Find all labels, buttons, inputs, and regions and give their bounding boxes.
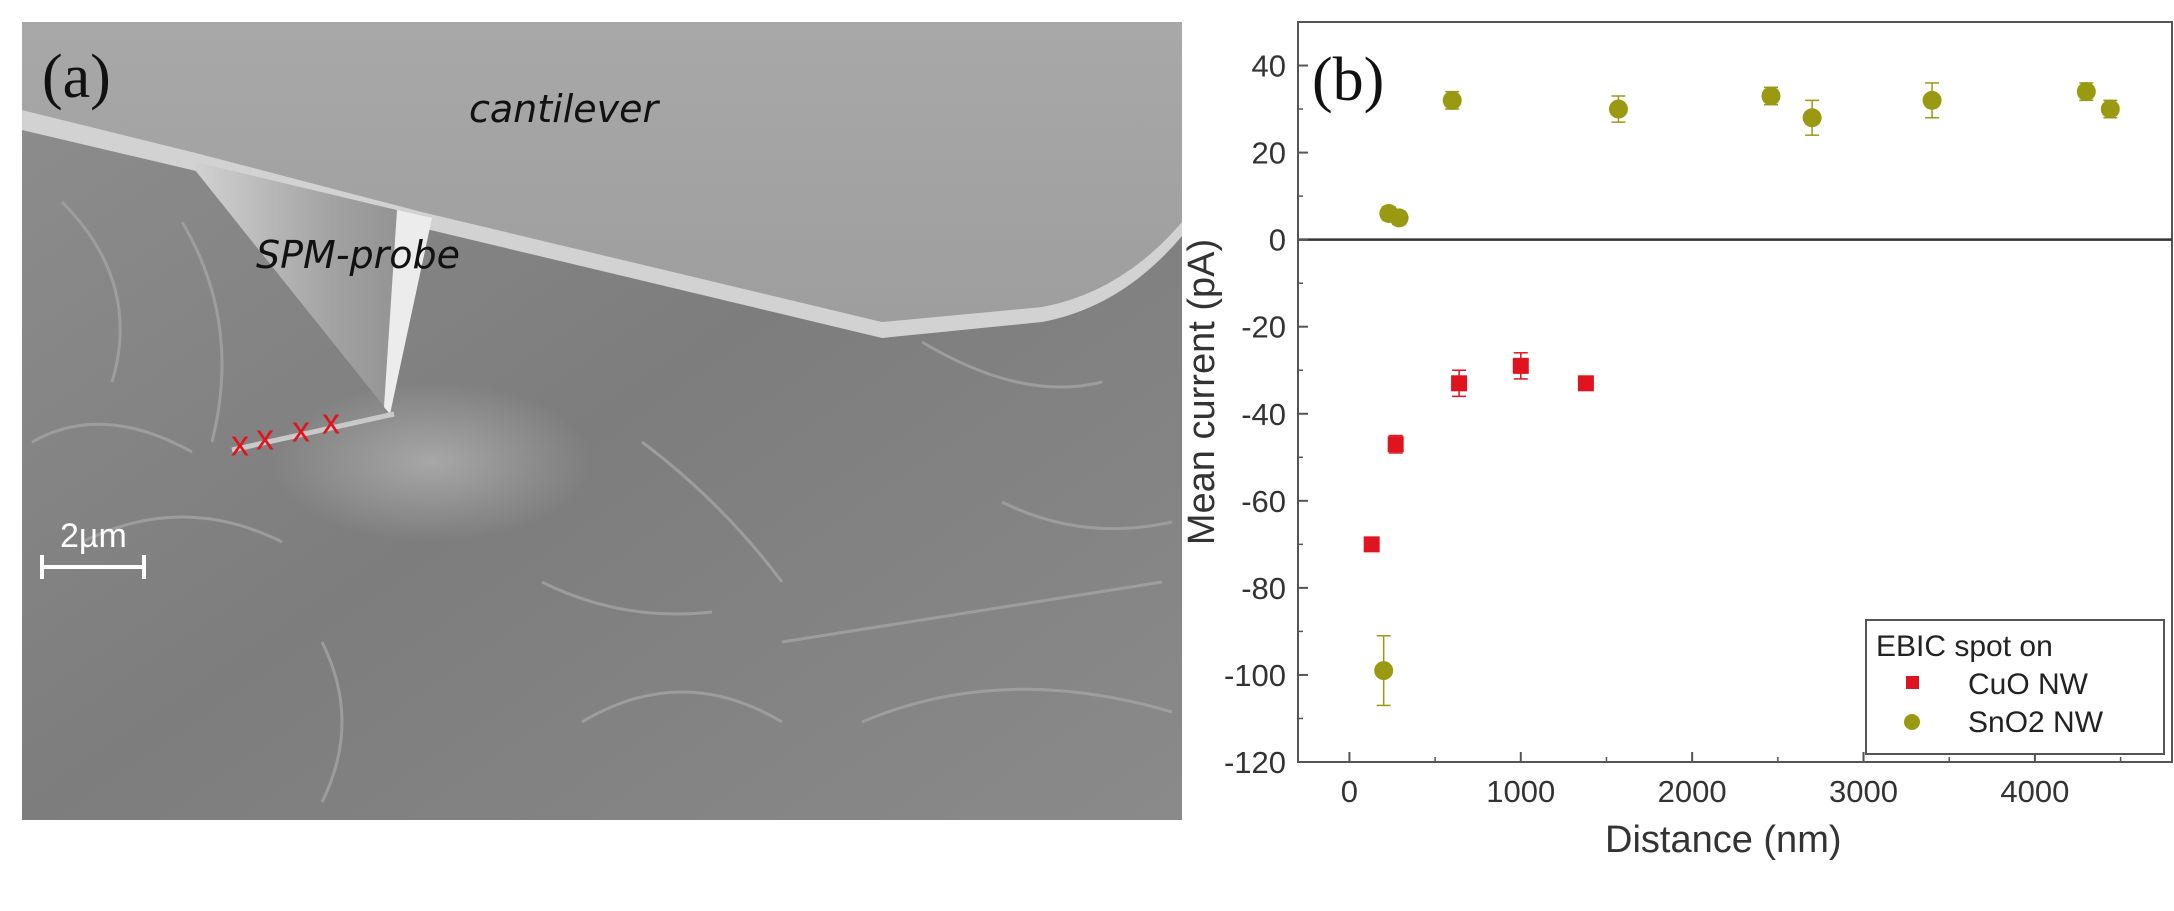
cantilever <box>22 22 1182 322</box>
legend: EBIC spot on CuO NW SnO2 NW <box>1865 619 2165 755</box>
sno2-nw-point <box>1374 661 1394 681</box>
legend-marker-sno2 <box>1904 714 1920 730</box>
ebic-spot-marker-3: x <box>292 409 310 450</box>
y-tick-label: 40 <box>1252 49 1286 84</box>
sno2-nw-point <box>2100 99 2120 119</box>
probe-label: SPM-probe <box>256 233 460 277</box>
probe-contact-nanowire <box>231 411 395 453</box>
sno2-nw-point <box>1442 90 1462 110</box>
cuo-nw-point <box>1577 375 1594 392</box>
y-axis-title: Mean current (pA) <box>1181 239 1223 545</box>
legend-marker-cuo <box>1906 676 1919 689</box>
spm-probe-highlight <box>384 210 432 414</box>
sno2-nw-point <box>2076 82 2096 102</box>
x-tick-label: 4000 <box>2000 774 2069 809</box>
panel-a-label: (a) <box>42 43 111 111</box>
cuo-nw-point <box>1387 436 1404 453</box>
sno2-nw-point <box>1802 108 1822 128</box>
cuo-nw-point <box>1363 536 1380 553</box>
cuo-nw-point <box>1512 357 1529 374</box>
x-tick-label: 3000 <box>1829 774 1898 809</box>
y-tick-label: -120 <box>1224 745 1286 780</box>
x-tick-label: 2000 <box>1658 774 1727 809</box>
y-tick-label: 20 <box>1252 136 1286 171</box>
cuo-nw-point <box>1451 375 1468 392</box>
legend-label-sno2: SnO2 NW <box>1968 706 2104 739</box>
ebic-current-chart: -120 -100 -80 -60 -40 -20 0 20 40 0 1000 2000 3000 4… <box>1181 21 2173 861</box>
legend-label-cuo: CuO NW <box>1968 668 2089 701</box>
legend-title: EBIC spot on <box>1876 630 2053 663</box>
x-tick-label: 0 <box>1341 774 1358 809</box>
ebic-spot-marker-4: x <box>322 401 340 442</box>
sno2-nw-point <box>1389 208 1409 228</box>
scale-bar-label: 2µm <box>60 517 127 555</box>
y-tick-label: -20 <box>1241 310 1286 345</box>
ebic-spot-marker-1: x <box>231 423 249 464</box>
beam-glow <box>272 382 592 542</box>
cantilever-edge <box>22 110 1182 338</box>
y-tick-label: -100 <box>1224 658 1286 693</box>
data-points <box>1363 82 2120 707</box>
sno2-nw-point <box>1922 90 1942 110</box>
nanowire-streaks <box>31 200 1173 803</box>
y-tick-label: 0 <box>1269 223 1286 258</box>
x-tick-label: 1000 <box>1486 774 1555 809</box>
y-tick-label: -60 <box>1241 484 1286 519</box>
y-tick-label: -40 <box>1241 397 1286 432</box>
y-tick-label: -80 <box>1241 571 1286 606</box>
spm-probe <box>187 160 430 414</box>
sno2-nw-point <box>1761 86 1781 106</box>
sno2-nw-point <box>1608 99 1628 119</box>
panel-b-label: (b) <box>1312 46 1384 114</box>
x-axis-ticks: 0 1000 2000 3000 4000 <box>1341 752 2122 809</box>
y-axis-ticks: -120 -100 -80 -60 -40 -20 0 20 40 <box>1224 49 1308 780</box>
ebic-spot-marker-2: x <box>256 417 274 458</box>
x-axis-title: Distance (nm) <box>1605 819 1842 861</box>
cantilever-label: cantilever <box>469 87 661 131</box>
